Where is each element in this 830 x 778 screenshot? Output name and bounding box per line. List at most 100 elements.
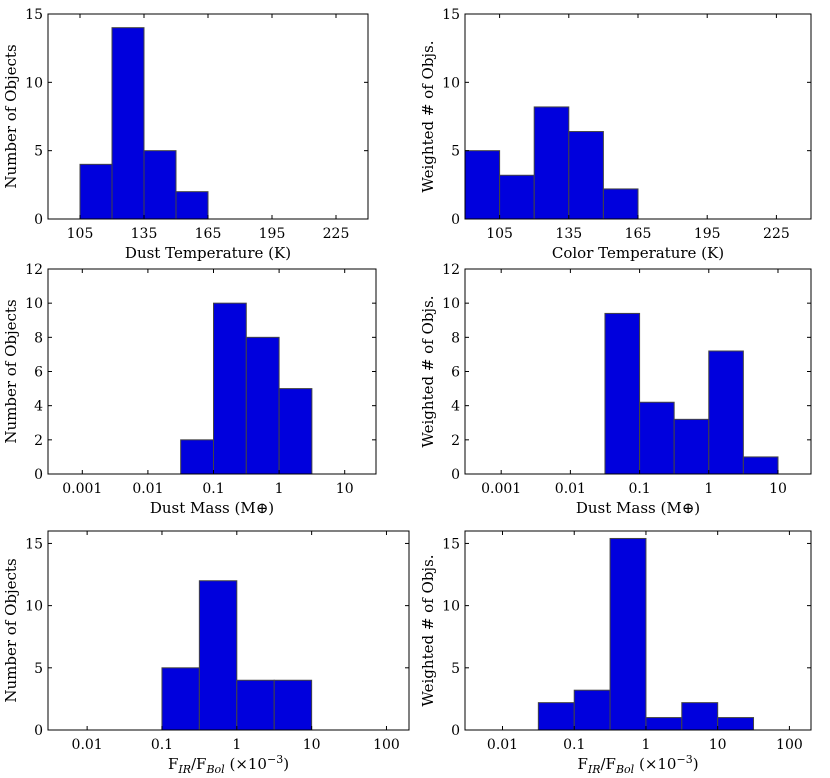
x-tick-label: 195 [694,226,721,242]
histogram-bar [568,131,604,220]
x-tick-label: 1 [641,737,650,753]
x-tick-label: 135 [131,226,158,242]
x-axis-label: Dust Mass (M⊕) [576,499,700,517]
y-tick-label: 12 [25,262,43,278]
y-axis-label: Weighted # of Objs. [419,554,437,706]
x-tick-label: 165 [195,226,222,242]
plot-frame [47,530,410,731]
histogram-bar [537,702,575,731]
y-tick-label: 4 [34,399,43,415]
x-tick-label: 1 [232,737,241,753]
x-tick-label: 10 [769,481,787,497]
x-tick-label: 0.01 [132,481,163,497]
histogram-bar [180,439,215,475]
x-tick-label: 100 [373,737,400,753]
histogram-bar [175,191,209,220]
histogram-bar [499,174,535,220]
x-tick-label: 10 [303,737,321,753]
x-axis-label: Dust Temperature (K) [125,244,291,262]
histogram-bar [639,401,675,475]
histogram-bar [573,689,611,731]
y-tick-label: 0 [34,723,43,739]
histogram-bar [143,150,177,220]
y-tick-label: 10 [442,599,460,615]
histogram-bar [464,150,501,220]
x-tick-label: 0.01 [72,737,103,753]
x-tick-label: 0.1 [628,481,650,497]
histogram-bar [673,418,710,475]
x-tick-label: 195 [259,226,286,242]
y-tick-label: 0 [34,467,43,483]
y-tick-label: 0 [34,212,43,228]
y-tick-label: 8 [451,330,460,346]
y-axis-label: Weighted # of Objs. [419,40,437,192]
y-tick-label: 6 [34,365,43,381]
x-tick-label: 10 [709,737,727,753]
y-axis-label: Number of Objects [2,44,20,188]
x-axis-label: FIR/FBol (×10−3) [168,753,289,776]
histogram-bar [278,388,313,475]
y-tick-label: 15 [25,536,43,552]
histogram-bar [111,27,145,220]
y-tick-label: 15 [442,536,460,552]
panel-color-temperature: 105 135 165 195 225 0 5 10 15 Weighted # of Objs.… [419,7,812,262]
y-tick-label: 2 [34,433,43,449]
histogram-bar [236,679,275,731]
histogram-bar [198,580,238,731]
y-axis-label: Weighted # of Objs. [419,295,437,447]
histogram-bar [645,717,683,731]
y-tick-label: 15 [25,7,43,23]
x-tick-label: 1 [275,481,284,497]
y-tick-label: 0 [451,212,460,228]
x-tick-label: 10 [336,481,354,497]
y-axis-label: Number of Objects [2,558,20,702]
y-tick-label: 5 [451,144,460,160]
y-tick-label: 0 [451,723,460,739]
histogram-bar [533,106,570,220]
histogram-bar [609,537,647,731]
y-tick-label: 0 [451,467,460,483]
histogram-bar [604,312,641,475]
x-tick-label: 225 [323,226,350,242]
y-tick-label: 10 [25,75,43,91]
x-tick-label: 225 [763,226,790,242]
panel-dust-mass-weighted: 0.001 0.01 0.1 1 10 0 2 4 6 8 10 12 Weighted # of Ob… [419,262,812,517]
x-tick-label: 0.001 [62,481,102,497]
x-axis-label: FIR/FBol (×10−3) [577,753,698,776]
y-tick-label: 5 [34,661,43,677]
y-tick-label: 12 [442,262,460,278]
x-tick-label: 1 [704,481,713,497]
panel-dust-mass-count: 0.001 0.01 0.1 1 10 0 2 4 6 8 10 12 Number of Object… [2,262,377,517]
panel-fir-fbol-weighted: 0.01 0.1 1 10 100 0 5 10 15 Weighted # of Objs. FI… [419,530,812,776]
x-tick-label: 165 [625,226,652,242]
x-tick-label: 0.1 [151,737,173,753]
y-tick-label: 5 [34,144,43,160]
x-tick-label: 135 [555,226,582,242]
y-tick-label: 5 [451,661,460,677]
histogram-bar [273,679,313,731]
histogram-bar [213,302,247,475]
x-tick-label: 0.001 [481,481,521,497]
histogram-bar [161,667,200,731]
x-tick-label: 0.1 [202,481,224,497]
y-tick-label: 10 [25,296,43,312]
y-tick-label: 8 [34,330,43,346]
plot-frame [464,530,812,731]
histogram-bar [79,163,113,220]
y-tick-label: 10 [25,599,43,615]
y-tick-label: 10 [442,296,460,312]
x-tick-label: 0.01 [487,737,518,753]
histogram-bar [602,188,639,220]
y-tick-label: 2 [451,433,460,449]
x-tick-label: 0.01 [555,481,586,497]
histogram-bar [708,350,744,475]
x-tick-label: 105 [486,226,513,242]
y-tick-label: 10 [442,75,460,91]
panel-fir-fbol-count: 0.01 0.1 1 10 100 0 5 10 15 Number of Objects FIR/… [2,530,410,776]
y-tick-label: 15 [442,7,460,23]
x-axis-label: Color Temperature (K) [552,244,724,262]
panel-dust-temperature: 105 135 165 195 225 0 5 10 15 Number of Objects Du… [2,7,369,262]
histogram-bar [717,717,755,731]
y-axis-label: Number of Objects [2,299,20,443]
